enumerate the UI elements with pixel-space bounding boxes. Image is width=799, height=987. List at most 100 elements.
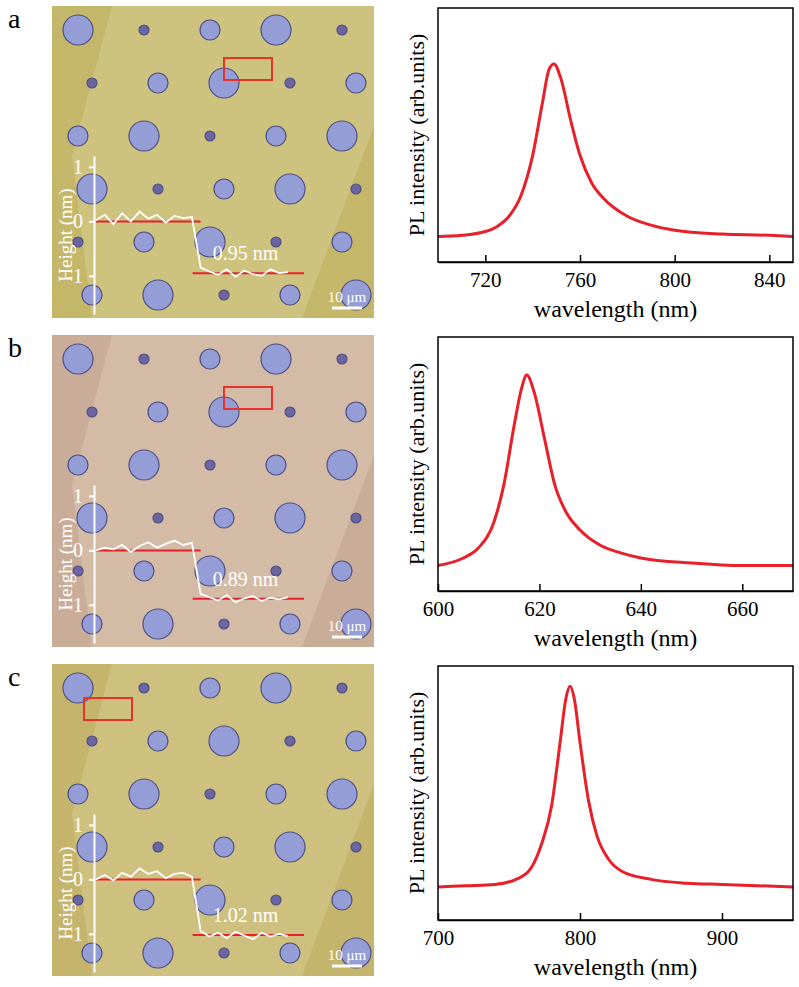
plot-area [438,686,793,887]
inset-tick: 1 [73,814,94,836]
height-profile [96,541,288,603]
x-tick-label: 900 [707,926,739,950]
height-profile [96,868,288,939]
hole [214,179,234,199]
inset-tick-label: 1 [73,156,83,178]
x-tick: 600 [423,584,455,621]
hole [87,78,97,88]
x-tick-label: 620 [524,597,556,621]
hole [346,73,366,93]
hole [129,450,159,480]
inset-marks [96,212,304,277]
hole [139,354,149,364]
x-tick-label: 660 [727,597,759,621]
inset-tick-mark [89,933,94,935]
hole [205,460,215,470]
x-tick-mark [580,913,582,920]
x-tick: 800 [659,255,691,292]
panel-label: c [8,661,20,692]
inset-y-title: Height (nm) [55,188,77,281]
inset-tick: 0 [73,868,94,890]
region-marker [84,698,132,720]
x-axis: 600 620 640 660 [423,584,794,621]
hole [327,779,357,809]
hole [153,513,163,523]
hole [332,890,352,910]
x-tick-mark [580,255,582,262]
inset-tick-mark [89,166,94,168]
flake [72,664,374,976]
hole [82,614,102,634]
x-tick: 640 [626,584,658,621]
hole [153,184,163,194]
hole [261,673,291,703]
hole [82,285,102,305]
scale-bar-label: 10 μm [328,618,367,634]
x-tick: 720 [470,255,502,292]
hole [285,407,295,417]
x-tick-mark [438,913,440,920]
hole [63,15,93,45]
x-tick-label: 600 [423,597,455,621]
hole [266,455,286,475]
hole [200,678,220,698]
hole [205,131,215,141]
micrograph [52,664,374,976]
pl-panel: 720760800840wavelength (nm)PL intensity … [404,8,794,322]
hole [351,184,361,194]
x-tick-mark [674,255,676,262]
x-tick-label: 700 [423,926,455,950]
inset-tick-mark [89,221,94,223]
hole [205,789,215,799]
hole [148,73,168,93]
x-tick-mark [722,913,724,920]
inset-tick: 1 [73,485,94,507]
hole [332,561,352,581]
scale-bar-label: 10 μm [328,947,367,963]
flake [72,6,374,318]
inset-tick: 1 [73,156,94,178]
scale-bar [332,965,362,968]
hole [214,508,234,528]
plot-frame [438,337,793,591]
hole [68,455,88,475]
inset-axis-line [94,157,96,315]
hole [327,450,357,480]
step-annotation: 1.02 nm [213,904,279,926]
region-marker [224,58,272,80]
hole [143,609,173,639]
hole [139,25,149,35]
x-axis-line [439,262,794,264]
hole [332,232,352,252]
pl-spectrum [438,686,793,887]
hole [285,78,295,88]
hole [87,407,97,417]
scale-bar [332,636,362,639]
inset-axis-line [94,815,96,973]
hole [77,174,107,204]
y-axis-title: PL intensity (arb.units) [404,363,429,566]
hole [266,784,286,804]
flake [72,335,374,647]
inset-tick: 0 [73,210,94,232]
hole [351,842,361,852]
x-tick: 800 [565,913,597,950]
hole [209,726,239,756]
hole [129,779,159,809]
substrate [52,335,374,647]
micrograph [52,6,374,318]
micrograph-panel: a10 μm10-1Height (nm)0.95 nm [8,3,374,318]
inset-axis-line [94,486,96,644]
x-tick: 620 [524,584,556,621]
step-annotation: 0.89 nm [213,568,279,590]
hole [285,736,295,746]
hole [280,943,300,963]
micrograph [52,335,374,647]
scale-bar [332,307,362,310]
x-axis: 720760800840 [439,255,794,292]
pl-spectrum [438,375,793,565]
substrate [52,6,374,318]
x-tick-label: 840 [754,268,786,292]
region-marker [224,387,272,409]
x-axis-title: wavelength (nm) [534,296,697,322]
